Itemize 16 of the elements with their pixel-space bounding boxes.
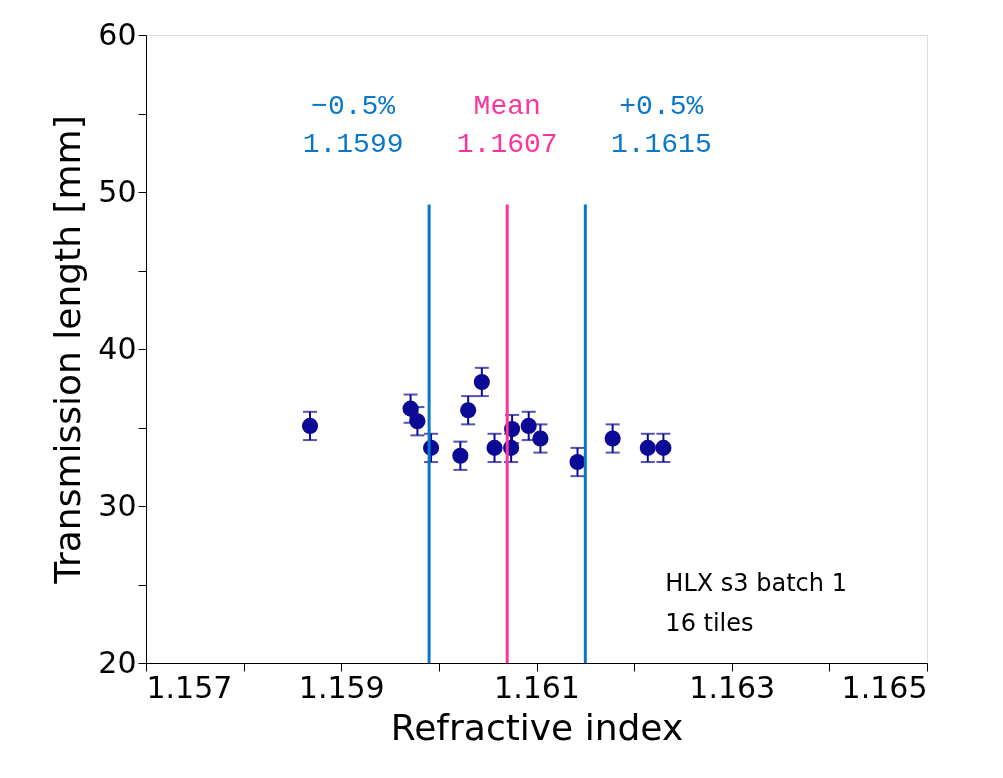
x-axis-title: Refractive index xyxy=(390,706,684,748)
y-tick-label: 20 xyxy=(98,644,137,680)
x-tick-label: 1.161 xyxy=(494,669,580,705)
x-tick-label: 1.157 xyxy=(146,669,233,705)
y-tick-label: 60 xyxy=(98,16,137,52)
x-tick-label: 1.159 xyxy=(298,669,385,705)
ref-line-label: Mean 1.1607 xyxy=(456,90,558,160)
x-tick-label: 1.165 xyxy=(841,669,928,705)
y-tick-label: 50 xyxy=(98,173,137,209)
ref-line-label: −0.5% 1.1599 xyxy=(302,90,404,160)
ref-line-label: +0.5% 1.1615 xyxy=(610,90,712,160)
y-tick-label: 40 xyxy=(98,330,137,366)
x-tick-label: 1.163 xyxy=(689,669,776,705)
y-axis-title: Transmission length [mm] xyxy=(47,115,89,585)
annotation: HLX s3 batch 1 16 tiles xyxy=(665,568,847,637)
y-tick-label: 30 xyxy=(98,487,137,523)
